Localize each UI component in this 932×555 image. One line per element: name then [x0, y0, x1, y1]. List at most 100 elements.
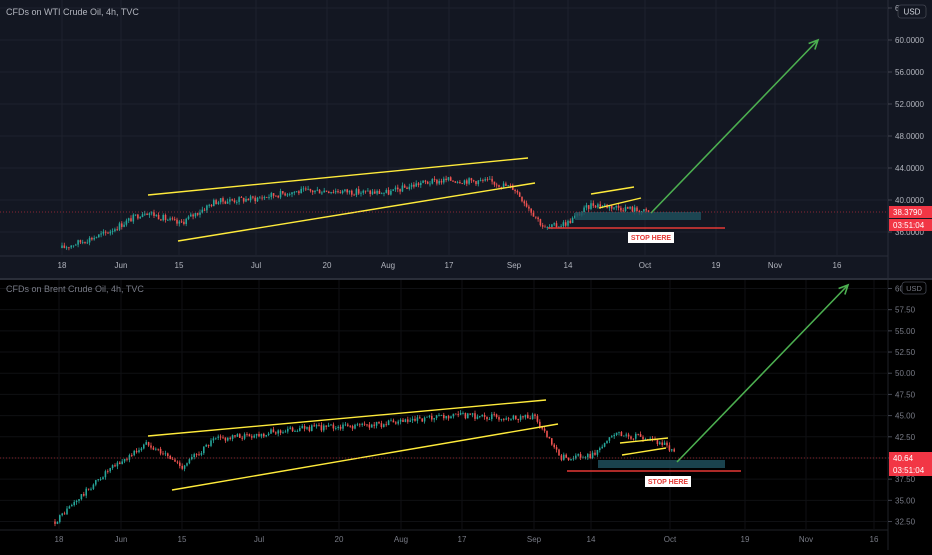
wti-candle-body-203	[528, 206, 530, 209]
brent-candle-body-33	[133, 450, 135, 456]
brent-x-tick-label-oct: Oct	[664, 535, 677, 544]
wti-candle-body-32	[134, 214, 137, 216]
wti-candle-body-177	[468, 178, 470, 184]
brent-y-tick-label-5: 47.50	[895, 390, 916, 399]
wti-candle-body-7	[77, 240, 79, 245]
brent-candle-body-106	[308, 427, 311, 431]
brent-candle-body-164	[447, 416, 450, 419]
wti-candle-body-215	[555, 223, 558, 227]
brent-candle-body-30	[126, 458, 128, 460]
wti-candle-body-41	[155, 214, 158, 216]
wti-chart-panel[interactable]: STOP HERE 64.000060.000056.000052.000048…	[0, 0, 932, 278]
wti-candle-body-109	[311, 190, 314, 193]
brent-candle-body-51	[176, 461, 179, 463]
brent-candle-body-1	[56, 521, 59, 524]
brent-candle-body-190	[510, 418, 512, 420]
wti-candle-body-205	[532, 212, 535, 217]
brent-candle-body-208	[553, 444, 555, 448]
wti-candle-body-120	[337, 191, 339, 193]
wti-candle-body-208	[539, 219, 542, 226]
brent-candle-body-23	[109, 468, 111, 472]
brent-candle-body-57	[191, 457, 193, 460]
wti-x-ticks: 18 Jun 15 Jul 20 Aug 17 Sep 14 Oct 19 Nov 16	[58, 261, 842, 270]
wti-candle-body-244	[622, 210, 624, 212]
brent-candle-body-103	[301, 426, 303, 428]
wti-price-scale[interactable]	[888, 0, 932, 278]
wti-countdown-tag	[889, 219, 932, 231]
wti-y-tick-label-7: 36.0000	[895, 228, 924, 237]
brent-candle-body-230	[606, 440, 608, 444]
wti-candle-body-114	[323, 190, 325, 193]
pane-separator[interactable]	[0, 278, 932, 280]
brent-chart-title: CFDs on Brent Crude Oil, 4h, TVC	[6, 284, 144, 294]
wti-candle-body-36	[144, 213, 146, 215]
brent-x-tick-label-jun: Jun	[115, 535, 128, 544]
wti-candle-body-206	[535, 216, 537, 218]
brent-x-tick-label-14: 14	[587, 535, 596, 544]
brent-candle-body-224	[591, 452, 594, 459]
brent-candle-body-110	[318, 425, 320, 426]
brent-candle-body-27	[119, 462, 121, 464]
brent-candle-body-134	[375, 421, 378, 426]
wti-candle-body-78	[240, 197, 243, 198]
brent-time-scale[interactable]	[0, 530, 888, 550]
brent-candle-body-6	[68, 506, 71, 509]
wti-time-scale[interactable]	[0, 256, 888, 278]
brent-candle-body-213	[565, 454, 567, 458]
wti-candle-body-33	[137, 214, 139, 219]
brent-candle-body-63	[205, 444, 207, 447]
wti-candle-body-69	[219, 198, 222, 203]
brent-y-tick-label-2: 55.00	[895, 327, 916, 336]
brent-candle-body-112	[323, 425, 325, 431]
brent-candle-body-215	[570, 459, 572, 460]
brent-candle-body-3	[61, 513, 63, 516]
wti-candle-body-93	[275, 195, 277, 197]
wti-candle-body-141	[385, 190, 388, 193]
wti-candle-body-22	[111, 231, 114, 232]
wti-candle-body-139	[380, 193, 383, 195]
brent-candle-body-173	[469, 413, 471, 415]
wti-candle-body-189	[495, 184, 498, 186]
brent-candle-body-214	[567, 457, 570, 460]
wti-candle-body-246	[627, 207, 629, 209]
brent-candle-body-172	[467, 413, 469, 419]
brent-candle-body-150	[414, 418, 416, 421]
wti-candle-body-158	[424, 180, 427, 182]
brent-candle-body-231	[608, 437, 611, 441]
wti-candle-body-48	[171, 218, 174, 220]
brent-candle-body-133	[373, 424, 375, 426]
brent-candle-body-54	[183, 465, 186, 469]
wti-x-tick-label-jun: Jun	[115, 261, 128, 270]
wti-candle-body-3	[68, 247, 70, 249]
brent-candle-body-139	[387, 420, 390, 426]
brent-price-scale[interactable]	[888, 280, 932, 550]
wti-candle-body-147	[399, 189, 401, 192]
wti-candle-body-16	[98, 234, 100, 238]
brent-candle-body-76	[236, 434, 239, 437]
brent-candle-body-162	[443, 415, 445, 419]
wti-target-arrow-line	[650, 39, 819, 214]
brent-candle-body-222	[587, 454, 589, 458]
brent-candle-body-46	[164, 453, 167, 455]
brent-countdown-label: 03:51:04	[893, 466, 925, 475]
brent-candle-body-141	[392, 420, 395, 423]
brent-candle-body-123	[349, 425, 351, 427]
wti-candle-body-71	[224, 201, 227, 204]
brent-currency-badge[interactable]: USD	[901, 281, 927, 295]
brent-candle-body-9	[75, 500, 78, 503]
wti-candle-body-204	[530, 208, 532, 213]
wti-candle-body-198	[516, 190, 519, 193]
wti-currency-badge[interactable]: USD	[897, 4, 927, 19]
brent-candle-body-180	[486, 416, 488, 420]
wti-candle-body-26	[121, 223, 123, 227]
wti-candle-body-98	[286, 194, 289, 196]
brent-candle-body-149	[411, 418, 414, 421]
brent-y-tick-label-10: 35.00	[895, 496, 916, 505]
brent-candle-body-198	[529, 418, 531, 420]
wti-candle-body-209	[541, 225, 544, 227]
brent-chart-panel[interactable]: STOP HERE 60.0057.5055.0052.5050.0047.50…	[0, 280, 932, 550]
wti-candle-body-151	[408, 186, 411, 189]
wti-x-tick-label-14: 14	[564, 261, 573, 270]
wti-candle-body-121	[339, 192, 342, 194]
wti-candle-body-85	[256, 197, 259, 202]
